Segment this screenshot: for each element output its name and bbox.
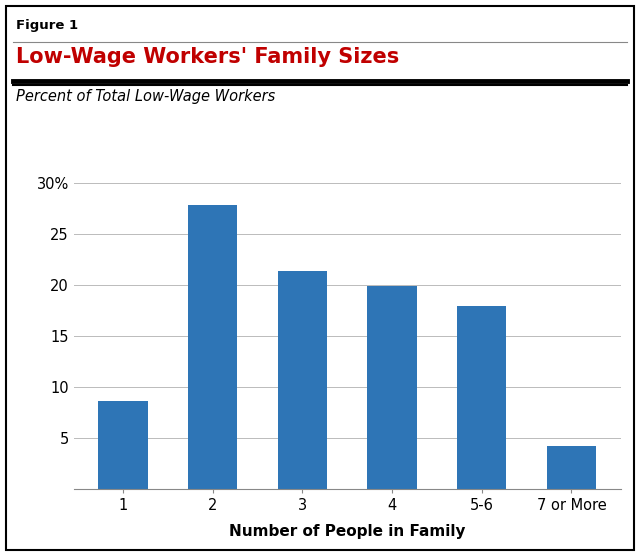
X-axis label: Number of People in Family: Number of People in Family: [229, 524, 465, 539]
Bar: [547, 446, 596, 489]
Text: Figure 1: Figure 1: [16, 19, 78, 32]
Text: Percent of Total Low-Wage Workers: Percent of Total Low-Wage Workers: [16, 89, 275, 104]
Bar: [367, 286, 417, 489]
Bar: [278, 271, 327, 489]
Text: Low-Wage Workers' Family Sizes: Low-Wage Workers' Family Sizes: [16, 47, 399, 67]
Bar: [457, 306, 506, 489]
Bar: [99, 400, 148, 489]
Bar: [188, 205, 237, 489]
